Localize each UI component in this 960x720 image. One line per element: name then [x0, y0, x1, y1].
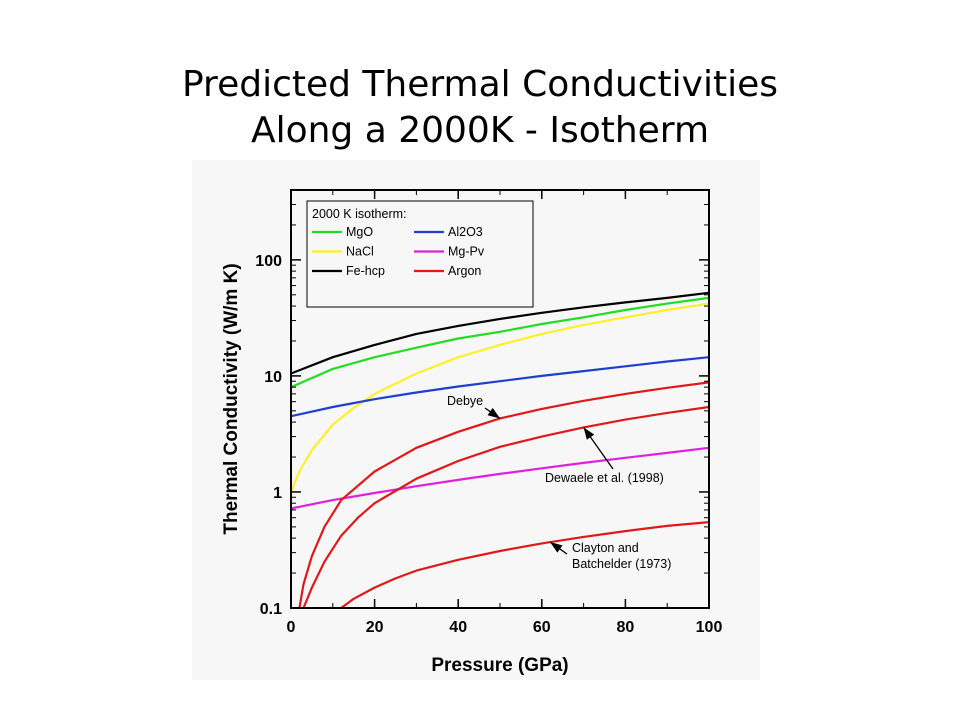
legend: 2000 K isotherm: MgO Al2O3 NaCl Mg-Pv Fe-hcp…	[306, 200, 534, 308]
legend-box	[306, 200, 534, 308]
ticks-layer	[290, 189, 710, 609]
x-tick-label: 20	[366, 619, 384, 636]
slide-title: Predicted Thermal Conductivities Along a…	[0, 62, 960, 154]
annotation-clayton: Clayton and Batchelder (1973)	[549, 541, 671, 571]
x-axis-title: Pressure (GPa)	[431, 655, 568, 676]
annotation-layer: Debye Dewaele et al. (1998) Clayton and Bat…	[447, 394, 671, 571]
legend-entry-argon: Argon	[414, 264, 481, 278]
legend-entry-mgo: MgO	[312, 225, 373, 239]
figure-panel: 0 20 40 60 80 100 0.1 1 10 100 Pressure (GPa) Th…	[192, 160, 760, 680]
legend-entry-fe-hcp: Fe-hcp	[312, 264, 385, 278]
legend-entry-al2o3: Al2O3	[414, 225, 483, 239]
annotation-text: Debye	[447, 394, 483, 408]
series-line-argon-2	[302, 405, 709, 608]
annotation-debye: Debye	[447, 394, 501, 419]
x-tick-labels: 0 20 40 60 80 100	[287, 619, 723, 636]
series-line-mgo	[291, 296, 709, 389]
x-tick-label: 0	[287, 619, 296, 636]
legend-label: MgO	[346, 225, 373, 239]
annotation-arrowhead	[583, 427, 595, 440]
x-tick-label: 40	[449, 619, 467, 636]
slide-title-line-1: Predicted Thermal Conductivities	[181, 64, 779, 105]
legend-label: Mg-Pv	[448, 245, 485, 259]
y-tick-label: 10	[264, 369, 282, 386]
annotation-arrowhead	[550, 542, 563, 553]
thermal-conductivity-chart: 0 20 40 60 80 100 0.1 1 10 100 Pressure (GPa) Th…	[221, 189, 723, 676]
legend-label: Al2O3	[448, 225, 483, 239]
slide-title-line-2: Along a 2000K - Isotherm	[250, 110, 710, 151]
annotation-text: Dewaele et al. (1998)	[545, 471, 664, 485]
x-tick-label: 80	[617, 619, 635, 636]
series-line-fe-hcp	[291, 291, 709, 375]
legend-entry-mg-pv: Mg-Pv	[414, 245, 485, 259]
series-layer	[291, 291, 709, 608]
legend-entries: MgO Al2O3 NaCl Mg-Pv Fe-hcp Argon	[312, 225, 485, 278]
legend-label: NaCl	[346, 245, 374, 259]
y-tick-label: 100	[255, 253, 282, 270]
y-tick-label: 1	[273, 485, 282, 502]
series-line-mg-pv	[291, 446, 709, 510]
annotation-text: Clayton and	[572, 541, 639, 555]
legend-entry-nacl: NaCl	[312, 245, 374, 259]
series-line-nacl	[291, 302, 709, 493]
annotation-text: Batchelder (1973)	[572, 557, 671, 571]
y-tick-labels: 0.1 1 10 100	[255, 253, 282, 618]
annotation-arrowhead	[487, 407, 500, 419]
legend-label: Fe-hcp	[346, 264, 385, 278]
annotation-dewaele: Dewaele et al. (1998)	[545, 427, 664, 485]
x-tick-label: 100	[696, 619, 723, 636]
series-line-argon-1	[298, 381, 709, 608]
y-axis-title: Thermal Conductivity (W/m K)	[221, 263, 242, 534]
series-line-argon-3	[340, 521, 709, 608]
x-tick-label: 60	[533, 619, 551, 636]
y-tick-label: 0.1	[260, 601, 282, 618]
legend-label: Argon	[448, 264, 481, 278]
series-line-al2o3	[291, 356, 709, 418]
legend-title: 2000 K isotherm:	[312, 207, 407, 221]
